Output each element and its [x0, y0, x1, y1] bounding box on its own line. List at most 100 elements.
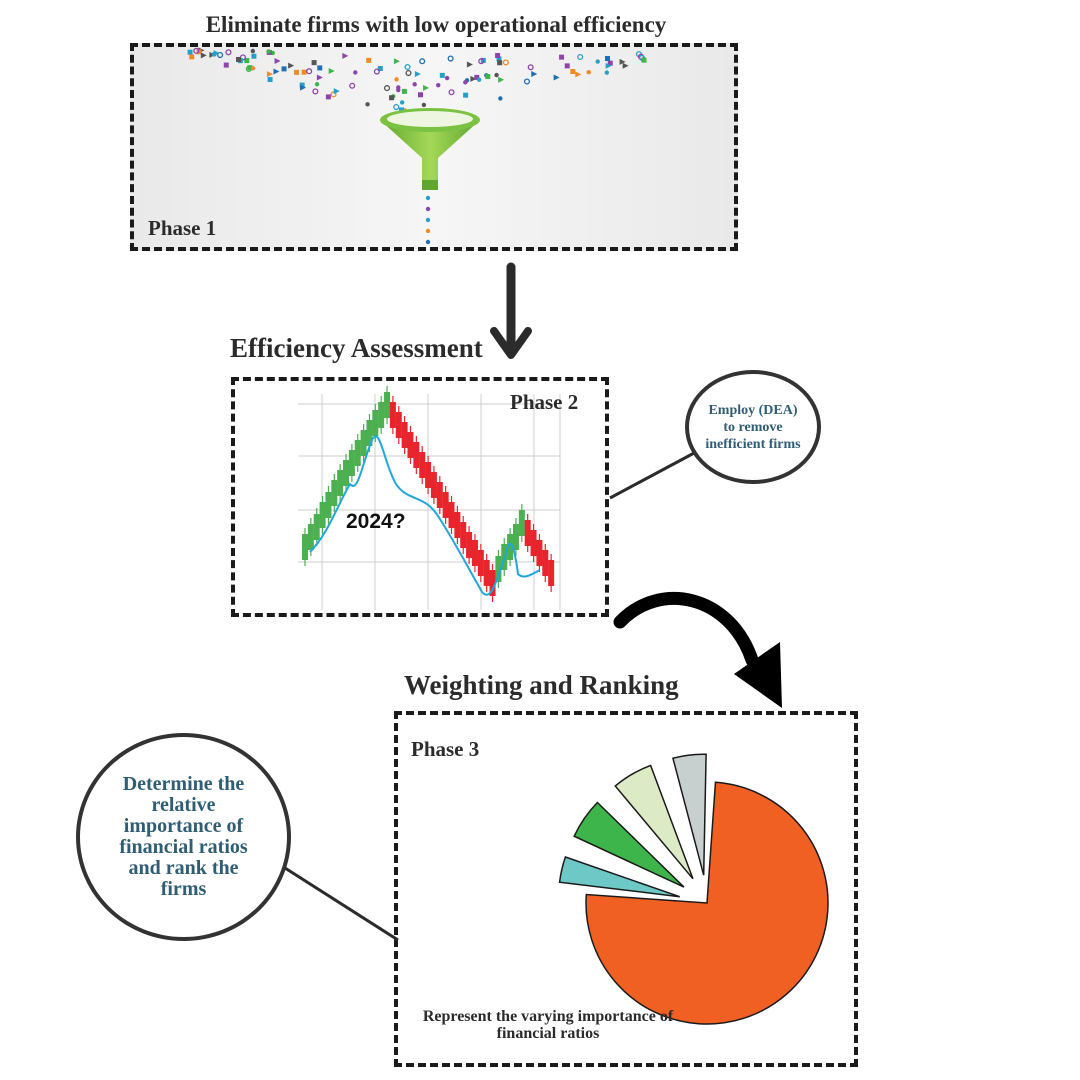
candle	[425, 462, 432, 488]
confetti-particle	[273, 68, 280, 75]
pie-slice	[558, 856, 680, 898]
candle	[489, 570, 496, 596]
candle	[542, 550, 549, 576]
funnel-icon	[380, 108, 480, 190]
confetti-particle	[425, 228, 431, 234]
confetti-particle	[251, 53, 257, 59]
confetti-particle	[401, 88, 407, 94]
confetti-particle	[377, 66, 383, 72]
confetti-particle	[250, 48, 256, 54]
confetti-particle	[244, 58, 250, 64]
confetti-particle	[575, 71, 582, 78]
confetti-particle	[527, 64, 534, 71]
confetti-particle	[419, 58, 426, 65]
confetti-particle	[353, 70, 358, 75]
confetti-particle	[448, 89, 455, 96]
phase2-callout-text: Employ (DEA) to remove inefficient firms	[705, 402, 801, 452]
confetti-particle	[288, 62, 295, 69]
confetti-particle	[622, 62, 629, 69]
chart-overlay-text: 2024?	[346, 510, 406, 533]
phase2-heading: Efficiency Assessment	[230, 333, 483, 363]
confetti-particle	[389, 95, 395, 101]
particles	[187, 47, 647, 245]
candle	[460, 522, 467, 548]
phase3-heading: Weighting and Ranking	[404, 670, 679, 700]
confetti-particle	[619, 58, 626, 65]
candle	[524, 520, 531, 546]
confetti-particle	[605, 55, 611, 61]
confetti-particle	[200, 52, 207, 59]
confetti-particle	[498, 76, 505, 83]
confetti-particle	[439, 72, 445, 78]
confetti-particle	[300, 84, 307, 91]
candle	[401, 422, 408, 448]
confetti-particle	[330, 91, 337, 98]
confetti-particle	[247, 65, 253, 71]
candle	[466, 532, 473, 558]
confetti-particle	[463, 92, 469, 98]
confetti-particle	[637, 53, 645, 60]
candle	[337, 470, 344, 496]
candle	[436, 482, 443, 508]
candle	[325, 492, 332, 518]
candle	[477, 550, 484, 576]
confetti-particle	[405, 70, 412, 77]
confetti-particle	[476, 77, 482, 82]
confetti-particle	[266, 71, 273, 78]
confetti-particle	[236, 56, 242, 62]
confetti-particle	[187, 49, 193, 55]
pie-slice	[672, 753, 707, 876]
confetti-particle	[531, 70, 538, 77]
confetti-particle	[349, 82, 356, 89]
confetti-particle	[447, 55, 454, 62]
confetti-particle	[502, 59, 509, 66]
confetti-particle	[266, 49, 271, 54]
confetti-particle	[267, 77, 273, 83]
candle	[319, 502, 326, 528]
candle	[518, 510, 525, 536]
candle	[372, 410, 379, 436]
confetti-particle	[312, 88, 319, 95]
confetti-particle	[328, 67, 335, 74]
candle	[313, 514, 320, 540]
confetti-particle	[607, 60, 613, 66]
confetti-particle	[425, 206, 431, 212]
candle	[548, 560, 555, 586]
candle	[512, 524, 519, 550]
candle	[413, 442, 420, 468]
confetti-particle	[414, 70, 421, 77]
confetti-particle	[474, 74, 480, 80]
candle	[430, 472, 437, 498]
confetti-particle	[470, 75, 477, 82]
confetti-particle	[223, 62, 229, 68]
trend-line	[309, 435, 541, 596]
confetti-particle	[383, 85, 391, 92]
confetti-particle	[314, 82, 320, 87]
candle	[419, 452, 426, 478]
candle	[384, 392, 391, 418]
confetti-particle	[366, 57, 372, 63]
confetti-particle	[301, 69, 307, 75]
confetti-particle	[417, 92, 423, 98]
candle	[378, 402, 385, 428]
confetti-particle	[421, 102, 427, 108]
candle	[471, 540, 478, 566]
confetti-particle	[478, 58, 485, 65]
confetti-particle	[425, 239, 431, 245]
confetti-particle	[398, 107, 404, 113]
candle	[507, 534, 514, 560]
candle	[302, 534, 308, 560]
phase3-label: Phase 3	[411, 737, 480, 761]
candle	[483, 560, 490, 586]
candle	[454, 512, 461, 538]
confetti-particle	[404, 63, 411, 71]
confetti-particle	[485, 74, 491, 80]
phase3-callout: Determine the relative importance of fin…	[76, 733, 291, 941]
candle	[354, 440, 361, 466]
confetti-particle	[641, 57, 647, 63]
confetti-particle	[294, 69, 300, 75]
pie-slice	[585, 781, 829, 1025]
confetti-particle	[399, 100, 405, 105]
